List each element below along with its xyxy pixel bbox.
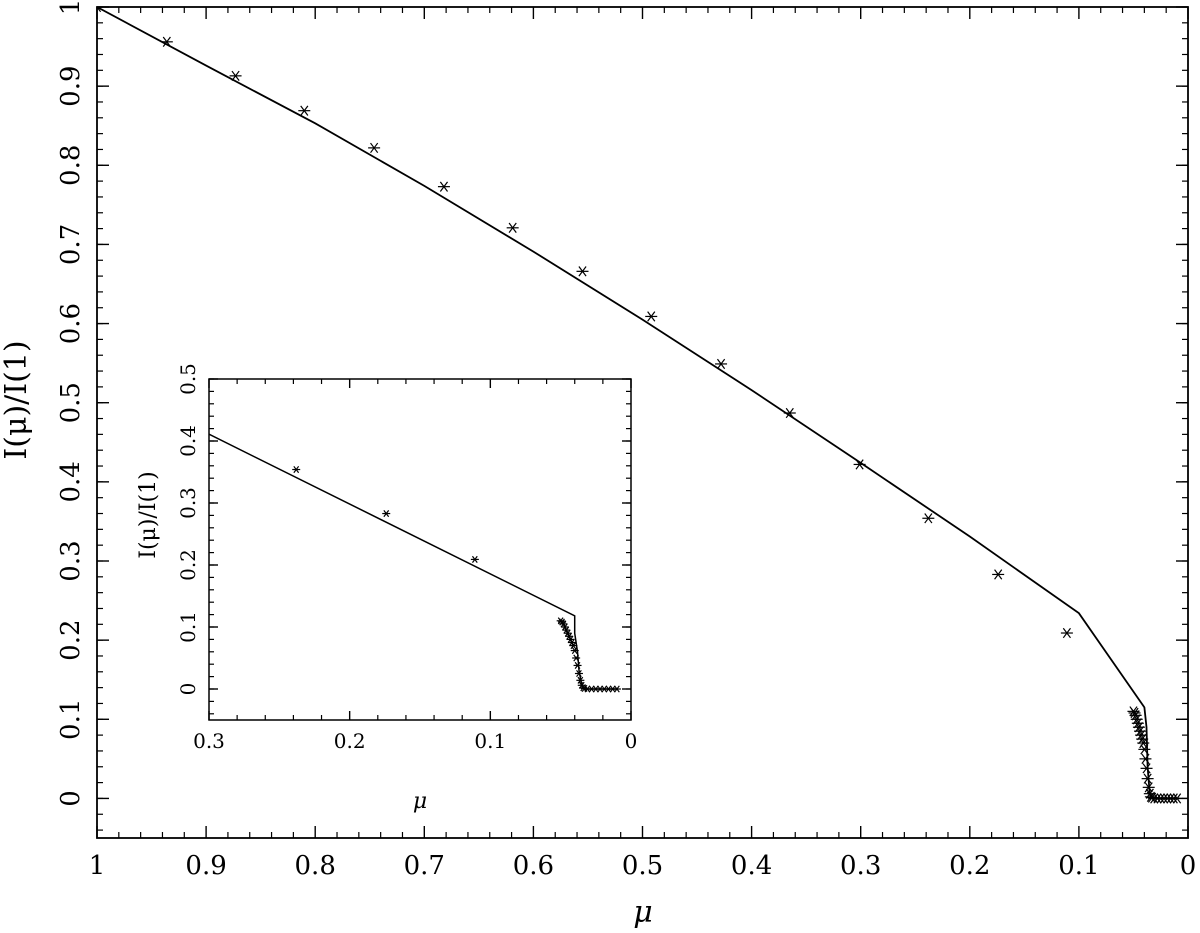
main-data-point xyxy=(1141,773,1154,784)
main-data-point xyxy=(853,459,866,470)
inset-data-point xyxy=(572,654,581,662)
inset-data-point xyxy=(292,465,301,474)
inset-x-tick-label: 0 xyxy=(625,729,638,753)
main-x-tick-label: 0.1 xyxy=(1058,851,1099,881)
inset-y-tick-label: 0.4 xyxy=(176,425,200,457)
main-data-point xyxy=(1139,753,1152,765)
main-x-axis-label: μ xyxy=(633,895,653,930)
main-x-tick-label: 0.9 xyxy=(185,851,226,881)
inset-data-point xyxy=(573,661,582,670)
inset-data-point xyxy=(612,685,621,693)
main-y-tick-label: 1 xyxy=(56,0,86,15)
main-data-point xyxy=(506,222,519,233)
main-x-tick-label: 0 xyxy=(1180,851,1197,881)
inset-data-point xyxy=(574,669,583,678)
main-data-point xyxy=(783,407,796,419)
inset-x-tick-label: 0.3 xyxy=(193,729,225,753)
main-x-tick-label: 0.4 xyxy=(731,851,772,881)
inset-x-tick-label: 0.2 xyxy=(334,729,366,753)
main-data-point xyxy=(1060,627,1073,639)
main-y-tick-label: 0.3 xyxy=(56,540,86,581)
main-y-tick-label: 0.6 xyxy=(56,303,86,344)
main-x-tick-label: 0.6 xyxy=(513,851,554,881)
inset-data-point xyxy=(382,509,391,518)
main-data-point xyxy=(160,36,173,47)
main-x-tick-label: 0.3 xyxy=(840,851,881,881)
inset-y-axis-label: I(μ)/I(1) xyxy=(136,471,161,558)
main-y-tick-label: 0.7 xyxy=(56,224,86,265)
inset-data-point xyxy=(569,642,578,650)
main-data-point xyxy=(298,105,311,116)
main-y-axis-label: I(μ)/I(1) xyxy=(0,340,34,459)
main-data-point xyxy=(992,569,1005,580)
inset-data-point xyxy=(570,646,579,655)
main-data-point xyxy=(576,266,589,277)
inset-x-tick-label: 0.1 xyxy=(474,729,506,753)
main-y-tick-label: 0.1 xyxy=(56,699,86,740)
main-x-tick-label: 0.8 xyxy=(295,851,336,881)
main-data-point xyxy=(645,311,658,322)
inset-series-group xyxy=(209,433,621,693)
main-data-point xyxy=(1171,793,1184,804)
main-data-point xyxy=(1142,782,1155,793)
inset-plot-frame xyxy=(208,378,632,721)
main-x-tick-label: 0.2 xyxy=(949,851,990,881)
inset-background xyxy=(209,379,631,720)
inset-y-tick-label: 0 xyxy=(176,683,200,696)
inset-plot: 0.3 0.2 0.1 0 0 0.1 0.2 0.3 0.4 0.5 μ I(μ)/I(1) xyxy=(136,363,637,814)
main-series-group xyxy=(97,7,1184,804)
main-data-point xyxy=(715,358,728,370)
main-y-tick-label: 0.9 xyxy=(56,65,86,106)
main-y-tick-label: 0.5 xyxy=(56,382,86,423)
inset-y-tick-label: 0.1 xyxy=(176,611,200,643)
main-data-point xyxy=(1137,737,1150,749)
main-y-tick-label: 0.2 xyxy=(56,619,86,660)
inset-data-point xyxy=(576,676,585,684)
inset-y-tick-label: 0.3 xyxy=(176,487,200,519)
main-y-tick-label: 0.4 xyxy=(56,461,86,502)
main-x-tick-label: 0.7 xyxy=(404,851,445,881)
main-data-point xyxy=(922,513,935,524)
main-x-tick-label: 1 xyxy=(89,851,106,881)
main-data-point xyxy=(368,142,381,154)
main-data-point xyxy=(437,181,450,192)
main-data-point xyxy=(97,7,103,13)
main-data-point xyxy=(1140,763,1153,774)
main-data-point xyxy=(229,70,242,82)
main-x-tick-label: 0.5 xyxy=(622,851,663,881)
main-y-tick-label: 0 xyxy=(56,790,86,807)
inset-data-point xyxy=(470,555,479,563)
main-y-tick-label: 0.8 xyxy=(56,145,86,186)
inset-x-axis-label: μ xyxy=(413,789,427,814)
inset-y-tick-label: 0.5 xyxy=(176,363,200,395)
main-data-point xyxy=(1138,744,1151,755)
inset-y-tick-label: 0.2 xyxy=(176,549,200,581)
